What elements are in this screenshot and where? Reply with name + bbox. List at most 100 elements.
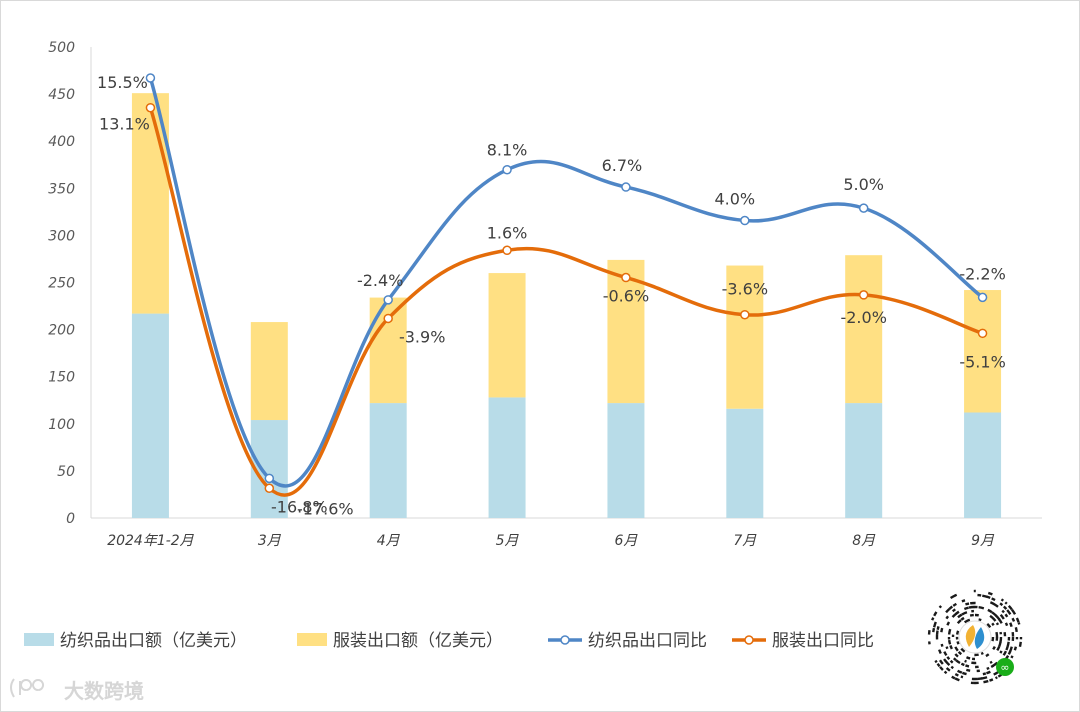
- legend-item-apparel-yoy[interactable]: 服装出口同比: [732, 631, 874, 651]
- legend-label: 纺织品出口同比: [588, 631, 707, 651]
- qr-module: [1001, 609, 1005, 614]
- qr-module: [964, 659, 967, 663]
- data-label-apparel-yoy: 1.6%: [487, 223, 528, 242]
- bar-apparel: [488, 273, 526, 398]
- qr-logo-left: [965, 625, 976, 647]
- qr-module: [960, 662, 965, 667]
- point-apparel-yoy: [977, 328, 988, 339]
- y-tick-label: 50: [57, 464, 75, 480]
- bar-apparel: [964, 290, 1002, 413]
- legend-item-textile-export[interactable]: 纺织品出口额（亿美元）: [24, 631, 247, 651]
- bar-textile: [964, 412, 1002, 518]
- x-tick-label: 6月: [614, 533, 638, 549]
- qr-module: [985, 653, 990, 658]
- qr-module: [1013, 646, 1018, 651]
- data-label-textile-yoy: 8.1%: [487, 141, 528, 160]
- y-tick-label: 200: [48, 323, 75, 339]
- y-tick-label: 150: [48, 370, 75, 386]
- qr-logo-right: [974, 627, 985, 649]
- qr-module: [943, 651, 948, 657]
- qr-module: [965, 664, 970, 668]
- qr-module: [1010, 608, 1017, 615]
- qr-module: [996, 646, 1001, 652]
- data-label-apparel-yoy: -3.6%: [722, 280, 768, 299]
- data-label-group: 15.5% -16.8% -2.4% 8.1% 6.7% 4.0% 5.0% -2.2% 13.…: [97, 73, 1006, 518]
- qr-module: [940, 643, 944, 647]
- point-apparel-yoy: [502, 245, 512, 256]
- qr-module: [957, 650, 963, 656]
- qr-module: [947, 628, 952, 635]
- qr-center: [958, 620, 992, 654]
- qr-module: [969, 613, 974, 617]
- data-label-textile-yoy: 15.5%: [97, 73, 148, 92]
- bar-apparel: [607, 259, 645, 404]
- qr-module: [949, 659, 954, 664]
- point-textile-yoy: [977, 292, 988, 303]
- qr-module: [998, 641, 1002, 648]
- watermark-brand-text: 大数跨境: [64, 679, 144, 703]
- point-textile-yoy: [740, 215, 750, 226]
- qr-module: [992, 646, 996, 651]
- qr-module: [986, 666, 990, 671]
- qr-module: [980, 651, 984, 656]
- qr-module: [950, 665, 954, 670]
- point-textile-yoy: [145, 73, 156, 83]
- qr-module: [993, 672, 997, 676]
- qr-module: [955, 659, 961, 665]
- qr-module: [1014, 627, 1018, 633]
- data-label-apparel-yoy: -17.6%: [297, 499, 354, 518]
- qr-module: [1002, 650, 1008, 656]
- data-label-textile-yoy: -16.8%: [271, 497, 328, 516]
- qr-module: [960, 675, 964, 679]
- legend-swatch: [297, 633, 327, 646]
- legend-item-apparel-export[interactable]: 服装出口额（亿美元）: [297, 631, 503, 651]
- point-apparel-yoy: [621, 272, 631, 283]
- legend-label: 纺织品出口额（亿美元）: [60, 631, 247, 651]
- qr-module: [961, 599, 966, 603]
- qr-module: [954, 646, 959, 652]
- bar-textile: [369, 403, 407, 518]
- qr-module: [936, 663, 941, 668]
- qr-module: [951, 675, 956, 680]
- qr-module: [951, 608, 956, 613]
- qr-module: [932, 621, 937, 628]
- legend: 纺织品出口额（亿美元） 服装出口额（亿美元） 纺织品出口同比 服装出口同比: [24, 631, 874, 651]
- x-tick-label: 4月: [377, 533, 401, 549]
- qr-module: [946, 621, 951, 626]
- qr-code-icon[interactable]: ∞: [927, 589, 1023, 685]
- watermark-logo-icon: [10, 678, 45, 698]
- qr-badge: [996, 658, 1014, 676]
- bar-textile: [607, 403, 645, 518]
- qr-module: [954, 653, 959, 658]
- qr-module: [939, 666, 944, 671]
- bar-textile: [488, 397, 526, 518]
- point-textile-yoy: [383, 295, 393, 305]
- data-label-apparel-yoy: 13.1%: [99, 115, 150, 134]
- y-tick-label: 100: [48, 417, 75, 433]
- x-axis-ticks: 2024年1-2月 3月 4月 5月 6月 7月 8月 9月: [107, 533, 995, 549]
- qr-module: [978, 606, 985, 610]
- qr-module: [965, 668, 971, 672]
- qr-module: [1017, 622, 1021, 625]
- qr-module: [963, 618, 971, 624]
- qr-module: [987, 608, 993, 614]
- qr-module: [986, 595, 991, 599]
- qr-module: [1015, 617, 1020, 623]
- x-tick-label: 8月: [852, 533, 876, 549]
- qr-module: [1005, 646, 1009, 651]
- point-textile-yoy: [264, 473, 275, 484]
- qr-module: [945, 667, 951, 672]
- qr-module: [986, 670, 991, 675]
- x-tick-label: 5月: [496, 533, 520, 549]
- point-apparel-yoy: [858, 290, 869, 300]
- qr-module: [986, 622, 992, 629]
- data-label-textile-yoy: -2.2%: [959, 264, 1005, 283]
- qr-module: [933, 611, 938, 617]
- point-textile-yoy: [502, 164, 512, 175]
- legend-label: 服装出口同比: [772, 631, 874, 651]
- legend-item-textile-yoy[interactable]: 纺织品出口同比: [548, 631, 707, 651]
- qr-module: [999, 613, 1005, 620]
- qr-module: [945, 615, 950, 620]
- qr-module: [948, 605, 954, 610]
- point-textile-yoy: [621, 182, 631, 192]
